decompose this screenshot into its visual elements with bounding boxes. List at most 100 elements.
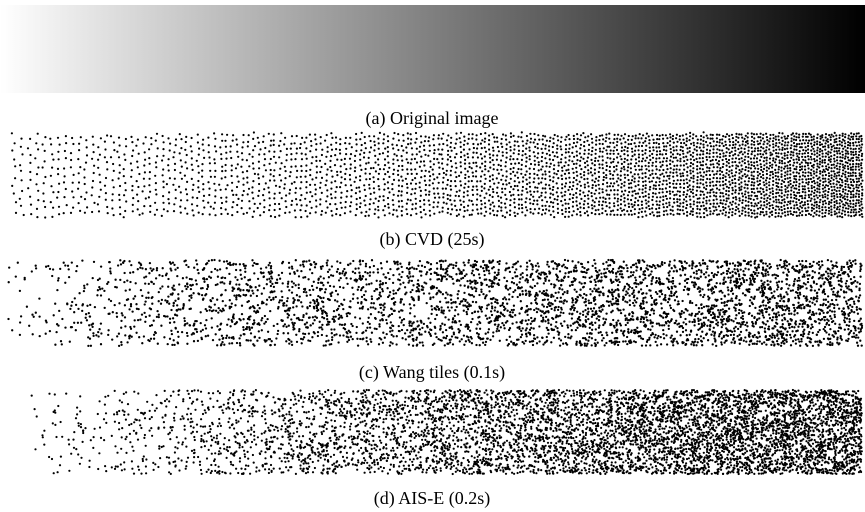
stipple-dot bbox=[585, 321, 587, 323]
stipple-dot bbox=[274, 216, 276, 218]
stipple-dot bbox=[620, 179, 622, 181]
stipple-dot bbox=[822, 181, 824, 183]
stipple-dot bbox=[472, 172, 474, 174]
stipple-dot bbox=[705, 271, 707, 273]
stipple-dot bbox=[181, 178, 183, 180]
stipple-dot bbox=[564, 272, 566, 274]
stipple-dot bbox=[52, 268, 54, 270]
stipple-dot bbox=[58, 310, 60, 312]
stipple-dot bbox=[149, 163, 151, 165]
stipple-dot bbox=[565, 144, 567, 146]
stipple-dot bbox=[623, 185, 625, 187]
stipple-dot bbox=[13, 158, 15, 160]
stipple-dot bbox=[731, 158, 733, 160]
stipple-dot bbox=[789, 173, 791, 175]
stipple-dot bbox=[846, 196, 848, 198]
stipple-dot bbox=[606, 185, 608, 187]
stipple-dot bbox=[737, 208, 739, 210]
stipple-dot bbox=[232, 140, 234, 142]
stipple-dot bbox=[648, 170, 650, 172]
stipple-dot bbox=[699, 208, 701, 210]
stipple-dot bbox=[451, 203, 453, 205]
stipple-dot bbox=[237, 163, 239, 165]
stipple-dot bbox=[737, 137, 739, 139]
stipple-dot bbox=[858, 193, 860, 195]
stipple-dot bbox=[476, 208, 478, 210]
stipple-dot bbox=[750, 260, 752, 262]
stipple-dot bbox=[632, 135, 634, 137]
stipple-dot bbox=[686, 193, 688, 195]
stipple-dot bbox=[848, 205, 850, 207]
stipple-dot bbox=[705, 188, 707, 190]
stipple-dot bbox=[713, 166, 715, 168]
stipple-dot bbox=[392, 147, 394, 149]
stipple-dot bbox=[529, 141, 531, 143]
stipple-dot bbox=[468, 138, 470, 140]
stipple-dot bbox=[635, 185, 637, 187]
stipple-dot bbox=[858, 184, 860, 186]
stipple-dot bbox=[762, 299, 764, 301]
stipple-dot bbox=[666, 175, 668, 177]
stipple-dot bbox=[485, 211, 487, 213]
stipple-dot bbox=[850, 215, 852, 217]
stipple-dot bbox=[763, 184, 765, 186]
stipple-dot bbox=[676, 145, 678, 147]
stipple-dot bbox=[699, 161, 701, 163]
stipple-dot bbox=[584, 149, 586, 151]
stipple-dot bbox=[789, 200, 791, 202]
stipple-dot bbox=[795, 184, 797, 186]
stipple-dot bbox=[786, 137, 788, 139]
stipple-dot bbox=[414, 177, 416, 179]
stipple-dot bbox=[371, 332, 373, 334]
stipple-dot bbox=[790, 183, 792, 185]
stipple-dot bbox=[97, 146, 99, 148]
stipple-dot bbox=[825, 152, 827, 154]
stipple-dot bbox=[838, 147, 840, 149]
stipple-dot bbox=[792, 151, 794, 153]
stipple-dot bbox=[847, 168, 849, 170]
stipple-dot bbox=[762, 208, 764, 210]
stipple-dot bbox=[741, 157, 743, 159]
stipple-dot bbox=[258, 177, 260, 179]
stipple-dot bbox=[712, 148, 714, 150]
stipple-dot bbox=[833, 186, 835, 188]
stipple-dot bbox=[106, 206, 108, 208]
stipple-dot bbox=[202, 188, 204, 190]
stipple-dot bbox=[793, 162, 795, 164]
stipple-dot bbox=[808, 158, 810, 160]
stipple-dot bbox=[587, 214, 589, 216]
stipple-dot bbox=[719, 177, 721, 179]
stipple-dot bbox=[144, 321, 146, 323]
stipple-dot bbox=[609, 178, 611, 180]
stipple-dot bbox=[490, 298, 492, 300]
stipple-dot bbox=[648, 142, 650, 144]
stipple-dot bbox=[560, 200, 562, 202]
stipple-dot bbox=[565, 161, 567, 163]
stipple-dot bbox=[578, 281, 580, 283]
stipple-dot bbox=[246, 170, 248, 172]
stipple-dot bbox=[858, 190, 860, 192]
stipple-dot bbox=[290, 143, 292, 145]
stipple-dot bbox=[687, 186, 689, 188]
stipple-dot bbox=[630, 331, 632, 333]
stipple-dot bbox=[530, 211, 532, 213]
stipple-dot bbox=[735, 317, 737, 319]
stipple-dot bbox=[410, 169, 412, 171]
stipple-dot bbox=[479, 344, 481, 346]
stipple-dot bbox=[853, 188, 855, 190]
stipple-dot bbox=[345, 184, 347, 186]
stipple-dot bbox=[683, 179, 685, 181]
stipple-dot bbox=[130, 136, 132, 138]
stipple-dot bbox=[725, 211, 727, 213]
stipple-dot bbox=[295, 216, 297, 218]
stipple-dot bbox=[460, 132, 462, 134]
stipple-dot bbox=[463, 149, 465, 151]
stipple-dot bbox=[709, 174, 711, 176]
stipple-dot bbox=[549, 175, 551, 177]
stipple-dot bbox=[374, 155, 376, 157]
stipple-dot bbox=[672, 138, 674, 140]
stipple-dot bbox=[690, 206, 692, 208]
stipple-dot bbox=[274, 203, 276, 205]
stipple-dot bbox=[534, 164, 536, 166]
stipple-dot bbox=[623, 153, 625, 155]
